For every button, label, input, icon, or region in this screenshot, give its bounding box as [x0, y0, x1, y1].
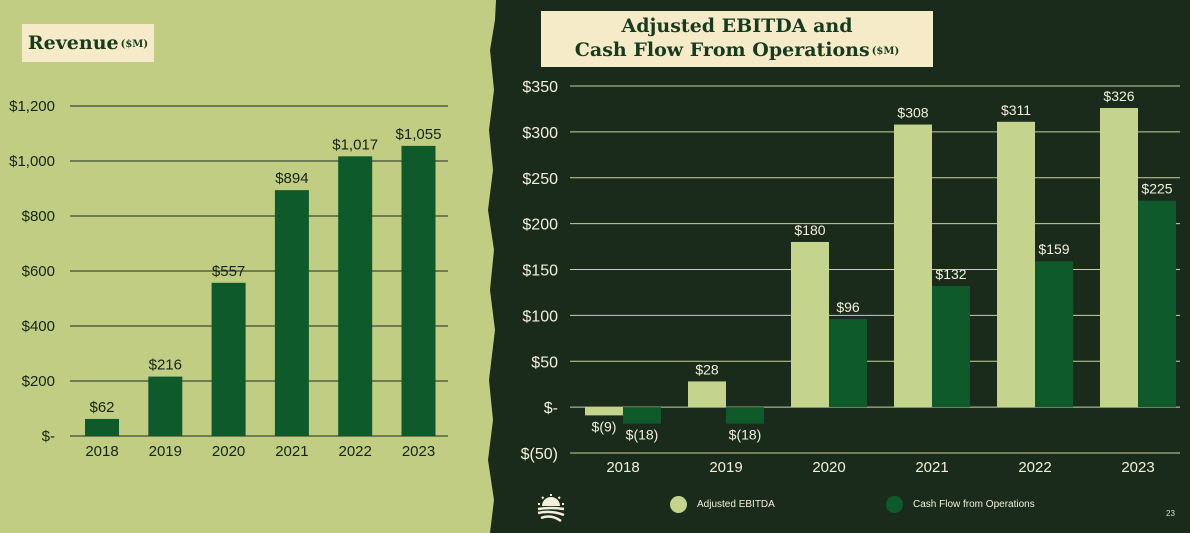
y-tick-label: $200 — [22, 373, 55, 390]
revenue-chart-title: Revenue ($M) — [22, 24, 154, 62]
x-tick-label: 2022 — [1018, 459, 1051, 476]
x-tick-label: 2020 — [812, 459, 845, 476]
ebitda-chart-title: Adjusted EBITDA and Cash Flow From Operat… — [541, 11, 933, 67]
revenue-chart: $- $200 $400 $600 $800 $1,000 $1,200 $62 2018 $21… — [9, 98, 448, 460]
y-tick-label: $400 — [22, 318, 55, 335]
data-label: $(9) — [592, 418, 617, 434]
data-label: $(18) — [729, 427, 762, 443]
cfo-bar — [932, 286, 970, 408]
data-label: $28 — [695, 361, 719, 377]
y-tick-label: $300 — [522, 125, 558, 142]
sunrise-field-icon — [537, 494, 565, 527]
y-tick-label: $50 — [531, 354, 558, 371]
cfo-bar — [623, 407, 661, 424]
ebitda-bar — [997, 121, 1035, 408]
data-label: $1,017 — [332, 136, 378, 153]
legend-label-cfo: Cash Flow from Operations — [913, 499, 1035, 510]
data-label: $96 — [836, 299, 860, 315]
revenue-bar — [85, 418, 119, 436]
data-label: $1,055 — [396, 126, 442, 143]
x-tick-label: 2021 — [275, 443, 308, 460]
ebitda-bar — [894, 124, 932, 408]
y-tick-label: $- — [42, 428, 55, 445]
y-tick-label: $200 — [522, 217, 558, 234]
data-label: $(18) — [626, 427, 659, 443]
y-tick-label: $(50) — [521, 446, 558, 463]
x-tick-label: 2018 — [606, 459, 639, 476]
data-label: $557 — [212, 263, 245, 280]
x-tick-label: 2019 — [709, 459, 742, 476]
y-tick-label: $600 — [22, 263, 55, 280]
y-tick-label: $150 — [522, 263, 558, 280]
y-tick-label: $100 — [522, 308, 558, 325]
legend-item-ebitda: Adjusted EBITDA — [670, 496, 775, 513]
y-tick-label: $800 — [22, 208, 55, 225]
x-tick-label: 2023 — [1121, 459, 1154, 476]
data-label: $216 — [149, 357, 182, 374]
legend-item-cfo: Cash Flow from Operations — [886, 496, 1035, 513]
legend-swatch-ebitda — [670, 496, 687, 513]
revenue-bar — [148, 376, 183, 436]
revenue-bar — [274, 190, 309, 436]
revenue-title-unit: ($M) — [120, 39, 149, 50]
data-label: $180 — [794, 222, 825, 238]
data-label: $225 — [1141, 181, 1172, 197]
ebitda-bar — [585, 407, 623, 416]
ebitda-title-line1: Adjusted EBITDA and — [621, 15, 853, 37]
y-tick-label: $1,000 — [9, 153, 55, 170]
ebitda-bar — [688, 381, 726, 408]
revenue-bar — [401, 145, 436, 436]
cfo-bar — [829, 319, 867, 408]
data-label: $308 — [897, 105, 928, 121]
y-tick-label: $1,200 — [9, 98, 55, 115]
data-label: $311 — [1001, 102, 1031, 118]
revenue-title-text: Revenue — [27, 32, 119, 54]
ebitda-bar — [791, 241, 829, 408]
revenue-bar — [211, 282, 246, 436]
x-tick-label: 2023 — [402, 443, 435, 460]
x-tick-label: 2021 — [915, 459, 948, 476]
ebitda-title-unit: ($M) — [871, 46, 900, 57]
y-tick-label: $250 — [522, 171, 558, 188]
ebitda-bar — [1100, 108, 1138, 408]
x-tick-label: 2019 — [149, 443, 182, 460]
data-label: $62 — [89, 399, 114, 416]
data-label: $326 — [1103, 88, 1134, 104]
revenue-bar — [338, 156, 373, 436]
cfo-bar — [1138, 200, 1176, 408]
y-tick-label: $- — [544, 400, 558, 417]
data-label: $894 — [275, 170, 308, 187]
x-tick-label: 2020 — [212, 443, 245, 460]
x-tick-label: 2022 — [339, 443, 372, 460]
ebitda-title-line2: Cash Flow From Operations — [574, 39, 870, 61]
data-label: $159 — [1038, 241, 1069, 257]
page-number: 23 — [1166, 509, 1175, 518]
legend-swatch-cfo — [886, 496, 903, 513]
x-tick-label: 2018 — [85, 443, 118, 460]
cfo-bar — [726, 407, 764, 424]
cfo-bar — [1035, 261, 1073, 408]
legend-label-ebitda: Adjusted EBITDA — [697, 499, 775, 510]
data-label: $132 — [935, 266, 966, 282]
y-tick-label: $350 — [522, 79, 558, 96]
